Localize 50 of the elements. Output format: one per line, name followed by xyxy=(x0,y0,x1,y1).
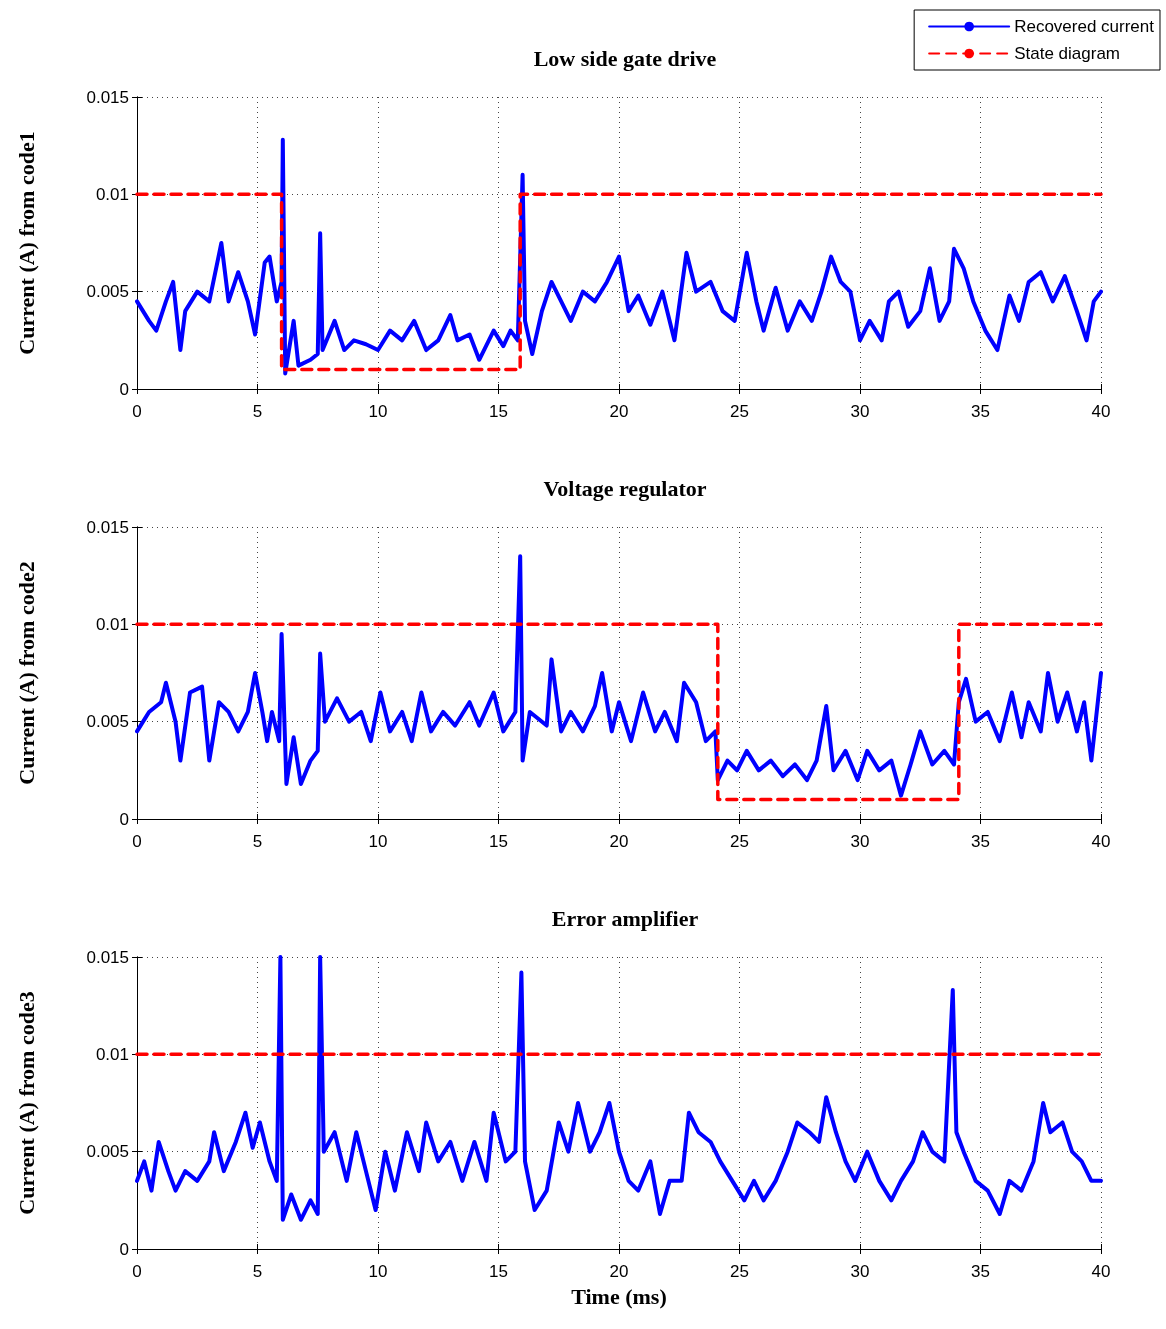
x-tick-label: 0 xyxy=(132,1262,142,1281)
y-tick-label: 0 xyxy=(119,809,129,829)
x-tick-label: 0 xyxy=(132,832,142,851)
x-tick-label: 0 xyxy=(132,402,142,421)
x-tick-label: 25 xyxy=(730,1262,749,1281)
x-tick-label: 15 xyxy=(489,1262,508,1281)
y-tick-label: 0.015 xyxy=(86,87,129,107)
y-tick-label: 0.01 xyxy=(95,1044,129,1064)
x-tick-label: 5 xyxy=(252,1262,263,1281)
y-tick-label: 0.015 xyxy=(86,947,129,967)
x-tick-label: 10 xyxy=(368,1262,388,1281)
chart-title: Low side gate drive xyxy=(533,45,717,71)
y-tick-label: 0.005 xyxy=(86,712,129,732)
x-tick-label: 25 xyxy=(730,832,749,851)
x-tick-label: 10 xyxy=(368,402,388,421)
x-tick-label: 15 xyxy=(489,402,508,421)
y-axis-title: Current (A) from code3 xyxy=(13,991,39,1215)
x-tick-label: 35 xyxy=(971,402,990,421)
legend-label: State diagram xyxy=(1014,44,1120,63)
x-tick-label: 15 xyxy=(489,832,508,851)
y-tick-label: 0.005 xyxy=(86,1142,129,1162)
y-tick-label: 0.01 xyxy=(95,184,129,204)
y-tick-label: 0.015 xyxy=(86,517,129,537)
y-tick-label: 0 xyxy=(119,1239,129,1259)
x-tick-label: 30 xyxy=(850,832,870,851)
x-axis-title: Time (ms) xyxy=(571,1283,667,1309)
x-tick-label: 10 xyxy=(368,832,388,851)
x-tick-label: 20 xyxy=(609,832,629,851)
x-tick-label: 5 xyxy=(252,832,263,851)
line-series xyxy=(135,137,1103,376)
x-tick-label: 25 xyxy=(730,402,749,421)
y-tick-label: 0.01 xyxy=(95,614,129,634)
x-tick-label: 30 xyxy=(850,402,870,421)
y-axis-title: Current (A) from code1 xyxy=(13,131,39,355)
x-tick-label: 5 xyxy=(252,402,263,421)
x-tick-label: 40 xyxy=(1091,402,1111,421)
x-tick-label: 40 xyxy=(1091,832,1111,851)
x-tick-label: 35 xyxy=(971,832,990,851)
x-tick-label: 20 xyxy=(609,1262,629,1281)
line-series xyxy=(135,554,1103,798)
y-tick-label: 0 xyxy=(119,379,129,399)
y-axis-title: Current (A) from code2 xyxy=(13,561,39,785)
x-tick-label: 35 xyxy=(971,1262,990,1281)
x-tick-label: 30 xyxy=(850,1262,870,1281)
x-tick-label: 40 xyxy=(1091,1262,1111,1281)
legend-label: Recovered current xyxy=(1014,17,1155,36)
y-tick-label: 0.005 xyxy=(86,282,129,302)
chart-title: Error amplifier xyxy=(551,905,699,931)
x-tick-label: 20 xyxy=(609,402,629,421)
chart-title: Voltage regulator xyxy=(543,475,707,501)
